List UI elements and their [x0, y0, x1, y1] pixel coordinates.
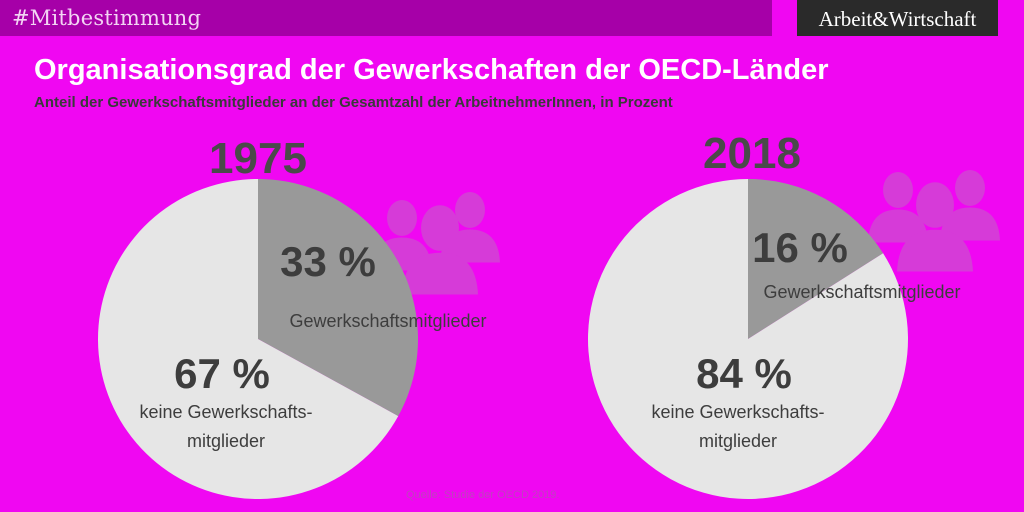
header-bar	[0, 0, 772, 36]
slice-label-non-members: keine Gewerkschafts-	[651, 402, 824, 422]
person-icon	[897, 182, 973, 272]
brand-logo: Arbeit&Wirtschaft	[797, 0, 998, 36]
chart-title: Organisationsgrad der Gewerkschaften der…	[34, 54, 829, 86]
slice-non-members	[98, 179, 399, 499]
pct-label-non-members: 84 %	[696, 350, 792, 397]
slice-label-members: Gewerkschaftsmitglieder	[289, 311, 486, 331]
slice-members	[748, 179, 884, 339]
slice-label-non-members: mitglieder	[699, 431, 777, 451]
people-icons	[372, 170, 1000, 295]
person-icon	[402, 205, 478, 295]
person-icon	[868, 172, 928, 243]
slice-non-members	[588, 179, 908, 500]
hashtag: #Mitbestimmung	[12, 6, 202, 30]
pct-label-members: 16 %	[752, 224, 848, 271]
slice-members	[258, 179, 419, 417]
source-note: Quelle: Studie der OECD 2019.	[406, 489, 560, 501]
pct-label-members: 33 %	[280, 238, 376, 285]
pie-chart-group: 1975 33 % Gewerkschaftsmitglieder 67 % keine…	[98, 129, 961, 500]
pct-label-non-members: 67 %	[174, 350, 270, 397]
person-icon	[940, 170, 1000, 241]
slice-label-non-members: keine Gewerkschafts-	[139, 402, 312, 422]
slice-label-non-members: mitglieder	[187, 431, 265, 451]
pie-title: 1975	[209, 134, 307, 183]
pie-chart-1975: 1975 33 % Gewerkschaftsmitglieder 67 % keine…	[98, 134, 487, 499]
chart-subtitle: Anteil der Gewerkschaftsmitglieder an de…	[34, 94, 673, 111]
slice-label-members: Gewerkschaftsmitglieder	[763, 282, 960, 302]
pie-chart-2018: 2018 16 % Gewerkschaftsmitglieder 84 % keine…	[588, 129, 961, 500]
person-icon	[440, 192, 500, 263]
pie-title: 2018	[703, 129, 801, 178]
